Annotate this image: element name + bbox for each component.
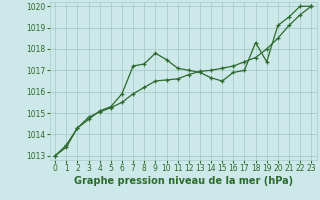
X-axis label: Graphe pression niveau de la mer (hPa): Graphe pression niveau de la mer (hPa) <box>74 176 293 186</box>
